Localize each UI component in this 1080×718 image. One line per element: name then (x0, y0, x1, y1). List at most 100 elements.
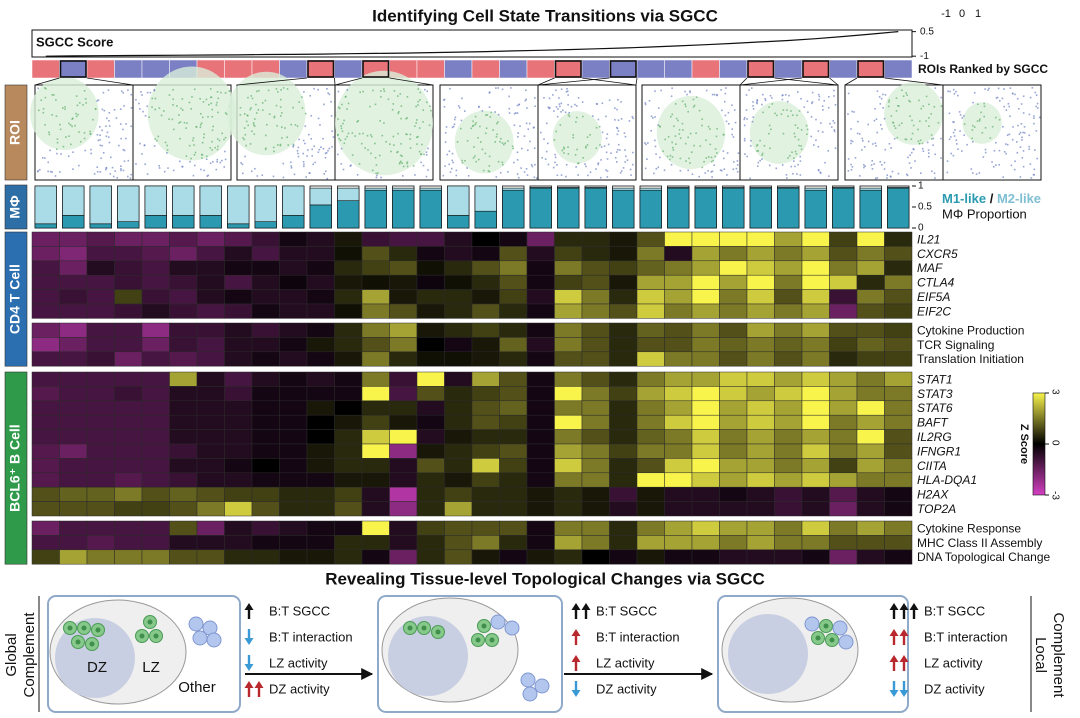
heat-cell (471, 501, 500, 517)
roi-cell-dot (979, 118, 981, 120)
change-arrows (571, 681, 581, 697)
roi-cell-dot (510, 87, 512, 89)
roi-cell-dot (279, 98, 282, 101)
heat-cell (664, 443, 693, 459)
roi-cell-dot (492, 129, 494, 131)
heat-cell (444, 486, 473, 502)
arrow-head (244, 664, 254, 671)
heat-cell (664, 303, 693, 319)
heat-cell (306, 458, 335, 474)
roi-cell-dot (972, 124, 974, 127)
roi-cell-dot (59, 171, 61, 173)
roi-cell-dot (400, 117, 402, 120)
roi-cell-dot (456, 141, 459, 143)
roi-cell-dot (879, 103, 882, 105)
roi-cell-dot (543, 96, 545, 99)
roi-cell-dot (142, 110, 144, 113)
heat-cell (169, 400, 198, 416)
roi-cell-dot (296, 125, 299, 128)
roi-cell-dot (788, 94, 790, 97)
roi-cell-dot (139, 142, 141, 145)
roi-cell-dot (684, 90, 686, 93)
side-caption: Complement (1050, 612, 1067, 698)
roi-cell-dot (1031, 87, 1034, 89)
mac-bar-segment (392, 187, 415, 191)
heat-cell (444, 303, 473, 319)
roi-cell-dot (516, 159, 519, 161)
heat-cell (499, 486, 528, 502)
heat-cell (609, 351, 638, 367)
heat-cell (59, 322, 88, 338)
roi-cell-dot (548, 107, 550, 110)
roi-cell-dot (674, 135, 677, 137)
roi-cell-dot (1028, 134, 1031, 137)
roi-cell-dot (687, 110, 689, 113)
roi-cell-dot (978, 172, 981, 174)
roi-cell-dot (120, 169, 122, 172)
roi-cell-dot (900, 122, 903, 124)
heat-cell (334, 289, 363, 305)
roi-cell-dot (264, 99, 267, 102)
roi-rank-cell (664, 59, 693, 79)
heat-cell (416, 303, 445, 319)
heat-cell (884, 501, 913, 517)
heat-cell (884, 351, 913, 367)
mac-axis-label: MΦ Proportion (942, 206, 1027, 221)
heat-cell (856, 400, 885, 416)
roi-cell-dot (49, 149, 51, 152)
heat-cell (471, 337, 500, 353)
roi-cell-dot (500, 137, 502, 140)
heat-cell (141, 322, 170, 338)
heat-cell (306, 535, 335, 551)
change-text: LZ activity (924, 655, 983, 670)
roi-cell-dot (1021, 157, 1024, 159)
roi-cell-dot (864, 165, 866, 167)
heat-cell (664, 472, 693, 488)
roi-cell-dot (961, 150, 963, 152)
roi-cell-dot (272, 175, 275, 178)
roi-cell-dot (769, 94, 772, 97)
roi-cell-dot (108, 112, 111, 114)
roi-cell-dot (188, 101, 191, 104)
roi-cell-dot (817, 169, 820, 172)
roi-rank-cell (856, 59, 885, 79)
roi-cell-dot (851, 110, 853, 113)
roi-cell-dot (601, 131, 604, 134)
roi-cell-dot (331, 130, 334, 132)
roi-cell-dot (1035, 94, 1038, 96)
roi-cell-dot (585, 146, 587, 149)
roi-cell-dot (811, 91, 814, 94)
roi-cell-dot (83, 137, 86, 140)
roi-cell-dot (358, 132, 361, 135)
heat-cell (251, 501, 280, 517)
roi-cell-dot (189, 160, 191, 163)
heat-cell (141, 458, 170, 474)
heat-cell (719, 400, 748, 416)
heat-cell (224, 414, 253, 430)
heat-cell (856, 535, 885, 551)
roi-cell-dot (527, 128, 530, 130)
heat-cell (691, 231, 720, 247)
roi-cell-dot (752, 116, 755, 119)
roi-cell-dot (76, 104, 79, 107)
roi-cell-dot (130, 125, 133, 128)
roi-cell-dot (1011, 92, 1014, 95)
roi-cell-dot (148, 116, 150, 119)
roi-cell-dot (199, 97, 201, 100)
mac-bar-segment (529, 187, 552, 229)
heat-cell (334, 549, 363, 565)
roi-cell-dot (426, 90, 429, 93)
heat-cell (554, 501, 583, 517)
roi-cell-dot (119, 108, 122, 110)
roi-cell-dot (199, 124, 202, 126)
heat-cell (444, 400, 473, 416)
heat-cell (444, 337, 473, 353)
roi-cell-dot (203, 136, 205, 139)
roi-cell-dot (212, 125, 214, 128)
roi-cell-dot (370, 135, 373, 138)
roi-cell-dot (755, 145, 758, 147)
roi-cell-dot (297, 152, 299, 155)
mac-legend: M1-like / M2-like (942, 191, 1041, 206)
roi-cell-dot (711, 170, 714, 173)
roi-cell-dot (370, 152, 372, 155)
